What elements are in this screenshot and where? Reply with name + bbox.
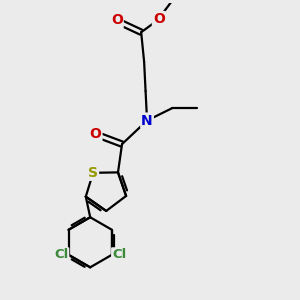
Text: N: N [141, 114, 153, 128]
Text: Cl: Cl [54, 248, 68, 261]
Text: O: O [111, 14, 123, 27]
Text: Cl: Cl [112, 248, 126, 261]
Text: O: O [153, 12, 165, 26]
Text: O: O [90, 127, 101, 141]
Text: S: S [88, 166, 98, 180]
